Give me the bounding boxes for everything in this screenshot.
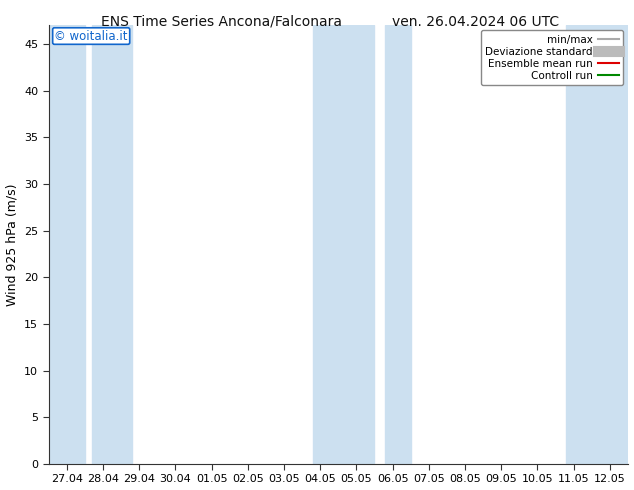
Text: ENS Time Series Ancona/Falconara: ENS Time Series Ancona/Falconara (101, 15, 342, 29)
Bar (385, 25, 411, 464)
Bar (92, 25, 132, 464)
Bar (49, 25, 85, 464)
Bar (566, 25, 628, 464)
Bar (313, 25, 375, 464)
Text: © woitalia.it: © woitalia.it (55, 29, 128, 43)
Legend: min/max, Deviazione standard, Ensemble mean run, Controll run: min/max, Deviazione standard, Ensemble m… (481, 30, 623, 85)
Text: ven. 26.04.2024 06 UTC: ven. 26.04.2024 06 UTC (392, 15, 559, 29)
Y-axis label: Wind 925 hPa (m/s): Wind 925 hPa (m/s) (6, 183, 18, 306)
